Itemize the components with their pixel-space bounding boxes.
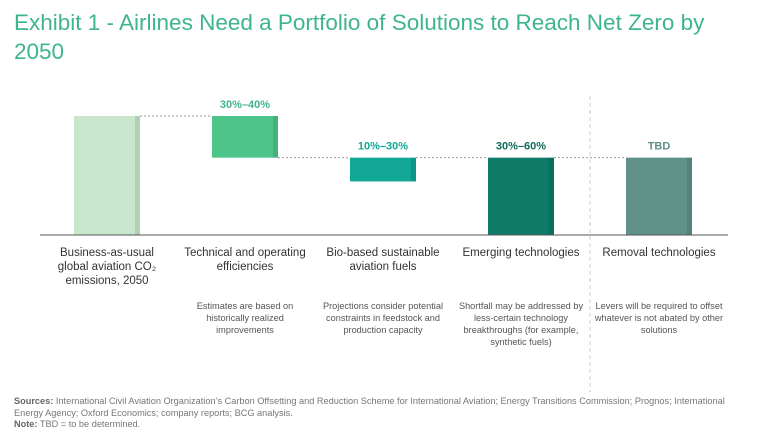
bar-shade-3 xyxy=(549,157,554,235)
bar-1 xyxy=(212,116,278,158)
note-line: Note: TBD = to be determined. xyxy=(14,419,754,431)
data-label-2: 10%–30% xyxy=(358,141,408,153)
category-label-efficiencies: Technical and operating efficiencies xyxy=(184,247,306,273)
bar-2 xyxy=(350,157,416,182)
category-label-removal-technologies: Removal technologies xyxy=(602,247,716,259)
bar-shade-4 xyxy=(687,157,692,235)
category-label-business-as-usual: Business-as-usual global aviation CO₂ em… xyxy=(57,247,157,287)
footer: Sources: International Civil Aviation Or… xyxy=(14,396,754,431)
category-label-emerging-technologies: Emerging technologies xyxy=(462,247,580,259)
category-note-emerging-technologies: Shortfall may be addressed by less-certa… xyxy=(458,301,584,347)
chart-title: Exhibit 1 - Airlines Need a Portfolio of… xyxy=(14,10,705,64)
bar-shade-0 xyxy=(135,116,140,235)
category-note-efficiencies: Estimates are based on historically real… xyxy=(196,301,294,335)
bar-4 xyxy=(626,157,692,235)
category-note-removal-technologies: Levers will be required to offset whatev… xyxy=(594,301,724,335)
data-label-1: 30%–40% xyxy=(220,99,270,111)
note-text: TBD = to be determined. xyxy=(39,419,141,429)
sources-text: International Civil Aviation Organizatio… xyxy=(14,396,725,418)
bar-shade-1 xyxy=(273,116,278,158)
bar-shade-2 xyxy=(411,157,416,182)
data-label-3: 30%–60% xyxy=(496,141,546,153)
sources-label: Sources: xyxy=(14,396,54,406)
note-label: Note: xyxy=(14,419,38,429)
category-label-bio-fuels: Bio-based sustainable aviation fuels xyxy=(326,247,440,273)
category-note-bio-fuels: Projections consider potential constrain… xyxy=(322,301,444,335)
data-label-4: TBD xyxy=(648,141,671,153)
bar-3 xyxy=(488,157,554,235)
bar-0 xyxy=(74,116,140,235)
sources-line: Sources: International Civil Aviation Or… xyxy=(14,396,754,419)
